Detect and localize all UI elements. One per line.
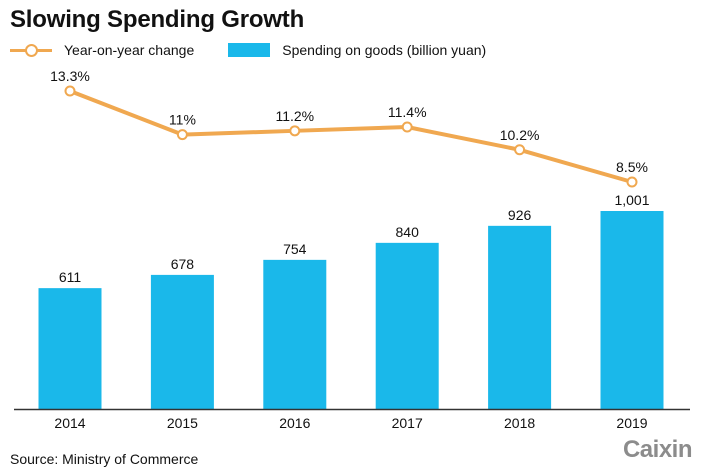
legend-label-spending: Spending on goods (billion yuan) [282, 42, 487, 58]
bar-series [38, 211, 664, 409]
yoy-point [64, 85, 76, 97]
legend-line-marker-icon [10, 43, 52, 57]
bar [38, 288, 102, 409]
yoy-line [69, 89, 633, 184]
yoy-value-label: 8.5% [616, 159, 648, 175]
bar-value-label: 754 [283, 241, 307, 257]
yoy-point [289, 125, 301, 137]
x-tick-label: 2016 [279, 415, 310, 431]
yoy-value-label: 11.2% [275, 108, 314, 124]
bar [263, 259, 327, 409]
x-tick-label: 2019 [616, 415, 647, 431]
yoy-point [514, 144, 526, 156]
bar [488, 225, 552, 409]
bar-data-labels: 611 678 754 840 926 1,001 [59, 192, 650, 285]
x-tick-label: 2018 [504, 415, 535, 431]
caixin-logo: Caixin [622, 436, 693, 463]
source-note: Source: Ministry of Commerce [10, 451, 199, 467]
bar-value-label: 678 [171, 256, 195, 272]
yoy-value-label: 13.3% [50, 68, 90, 84]
x-axis-tick-labels: 2014 2015 2016 2017 2018 2019 [54, 415, 647, 431]
bar-value-label: 611 [59, 269, 82, 285]
legend-item-spending: Spending on goods (billion yuan) [228, 42, 486, 58]
legend: Year-on-year change Spending on goods (b… [10, 42, 520, 58]
line-series [64, 85, 638, 188]
yoy-value-label: 11% [169, 112, 196, 128]
yoy-value-label: 10.2% [500, 127, 540, 143]
legend-label-yoy: Year-on-year change [64, 42, 195, 58]
bar [375, 242, 439, 409]
bar-value-label: 840 [396, 224, 420, 240]
chart-title: Slowing Spending Growth [10, 6, 305, 33]
bar [600, 211, 664, 409]
bar-value-label: 1,001 [614, 192, 649, 208]
legend-bar-swatch-icon [228, 43, 271, 57]
x-tick-label: 2014 [54, 415, 85, 431]
yoy-point [401, 121, 413, 133]
bar [150, 274, 214, 409]
bar-value-label: 926 [508, 207, 532, 223]
yoy-value-label: 11.4% [388, 104, 427, 120]
x-tick-label: 2017 [392, 415, 423, 431]
legend-item-yoy: Year-on-year change [10, 42, 194, 58]
x-tick-label: 2015 [167, 415, 198, 431]
yoy-point [626, 176, 638, 188]
line-data-labels: 13.3% 11% 11.2% 11.4% 10.2% 8.5% [50, 68, 648, 175]
yoy-point [176, 129, 188, 141]
